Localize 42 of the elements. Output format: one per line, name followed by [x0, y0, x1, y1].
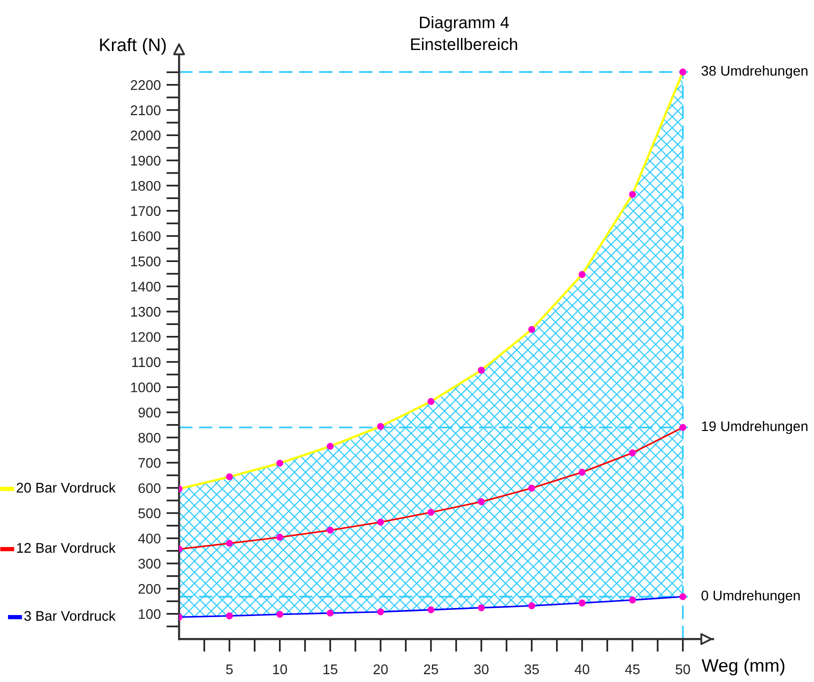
- x-tick-label: 25: [424, 664, 438, 674]
- x-tick-label: 50: [676, 664, 690, 674]
- x-tick-label: 5: [226, 664, 233, 674]
- y-tick-label: 1900: [131, 156, 160, 166]
- y-tick-label: 900: [138, 408, 160, 418]
- y-tick-label: 2100: [130, 105, 160, 116]
- y-tick-label: 1100: [132, 357, 160, 368]
- x-tick-label: 40: [574, 664, 590, 674]
- x-axis-title: Weg (mm): [702, 658, 784, 676]
- y-tick-label: 700: [138, 458, 160, 468]
- legend-label: 12 Bar Vordruck: [17, 542, 116, 553]
- y-tick-label: 1700: [131, 206, 160, 216]
- y-tick-label: 1800: [131, 180, 160, 191]
- x-tick-label: 15: [324, 664, 338, 674]
- ref-line-label: 0 Umdrehungen: [702, 590, 800, 604]
- y-tick-label: 1000: [131, 382, 160, 392]
- y-tick-label: 800: [138, 432, 160, 443]
- y-tick-label: 2000: [130, 130, 160, 140]
- y-tick-label: 2200: [130, 80, 160, 90]
- y-tick-label: 1400: [131, 282, 160, 292]
- y-tick-label: 1300: [131, 306, 160, 317]
- x-tick-label: 20: [374, 664, 388, 674]
- y-axis-title: Kraft (N): [100, 38, 166, 55]
- x-tick-label: 10: [273, 664, 288, 674]
- y-tick-label: 100: [138, 609, 160, 620]
- x-tick-label: 35: [524, 664, 539, 674]
- chart-subtitle: Einstellbereich: [411, 38, 518, 50]
- ref-line-label: 38 Umdrehungen: [702, 66, 808, 78]
- chart-title: Diagramm 4: [420, 16, 509, 32]
- y-tick-label: 1200: [131, 332, 160, 342]
- y-tick-label: 1600: [131, 231, 160, 242]
- y-tick-label: 200: [138, 584, 160, 594]
- x-tick-label: 30: [474, 664, 489, 674]
- y-tick-label: 400: [138, 534, 160, 544]
- legend-label: 3 Bar Vordruck: [24, 610, 116, 621]
- legend-label: 20 Bar Vordruck: [16, 482, 116, 493]
- x-tick-label: 45: [625, 664, 640, 674]
- y-tick-label: 600: [138, 483, 160, 494]
- ref-line-label: 19 Umdrehungen: [702, 420, 808, 434]
- y-tick-label: 300: [138, 558, 160, 569]
- y-tick-label: 1500: [131, 256, 160, 266]
- y-tick-label: 500: [138, 508, 160, 518]
